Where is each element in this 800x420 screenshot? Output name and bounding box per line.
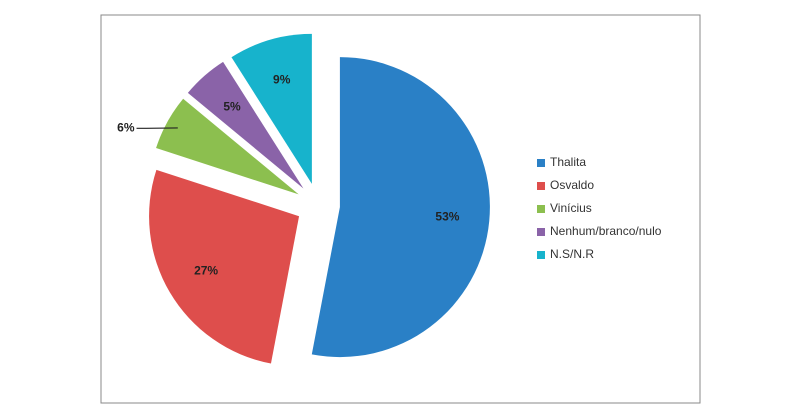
legend-label: Thalita <box>550 155 586 169</box>
legend-swatch <box>537 228 545 236</box>
legend-label: N.S/N.R <box>550 247 594 261</box>
legend-label: Nenhum/branco/nulo <box>550 224 662 238</box>
data-label: 27% <box>194 263 218 277</box>
legend-swatch <box>537 159 545 167</box>
legend-label: Osvaldo <box>550 178 594 192</box>
legend-swatch <box>537 205 545 213</box>
legend-swatch <box>537 251 545 259</box>
pie-slice <box>231 33 312 184</box>
legend-swatch <box>537 182 545 190</box>
pie-slice <box>311 57 490 358</box>
pie-slice <box>149 169 300 364</box>
data-label: 5% <box>223 100 241 114</box>
data-label: 53% <box>435 209 459 223</box>
pie-slice <box>187 61 304 189</box>
pie-slice <box>156 98 299 195</box>
legend-label: Vinícius <box>550 201 592 215</box>
data-label: 9% <box>273 72 291 86</box>
data-label: 6% <box>117 120 135 134</box>
